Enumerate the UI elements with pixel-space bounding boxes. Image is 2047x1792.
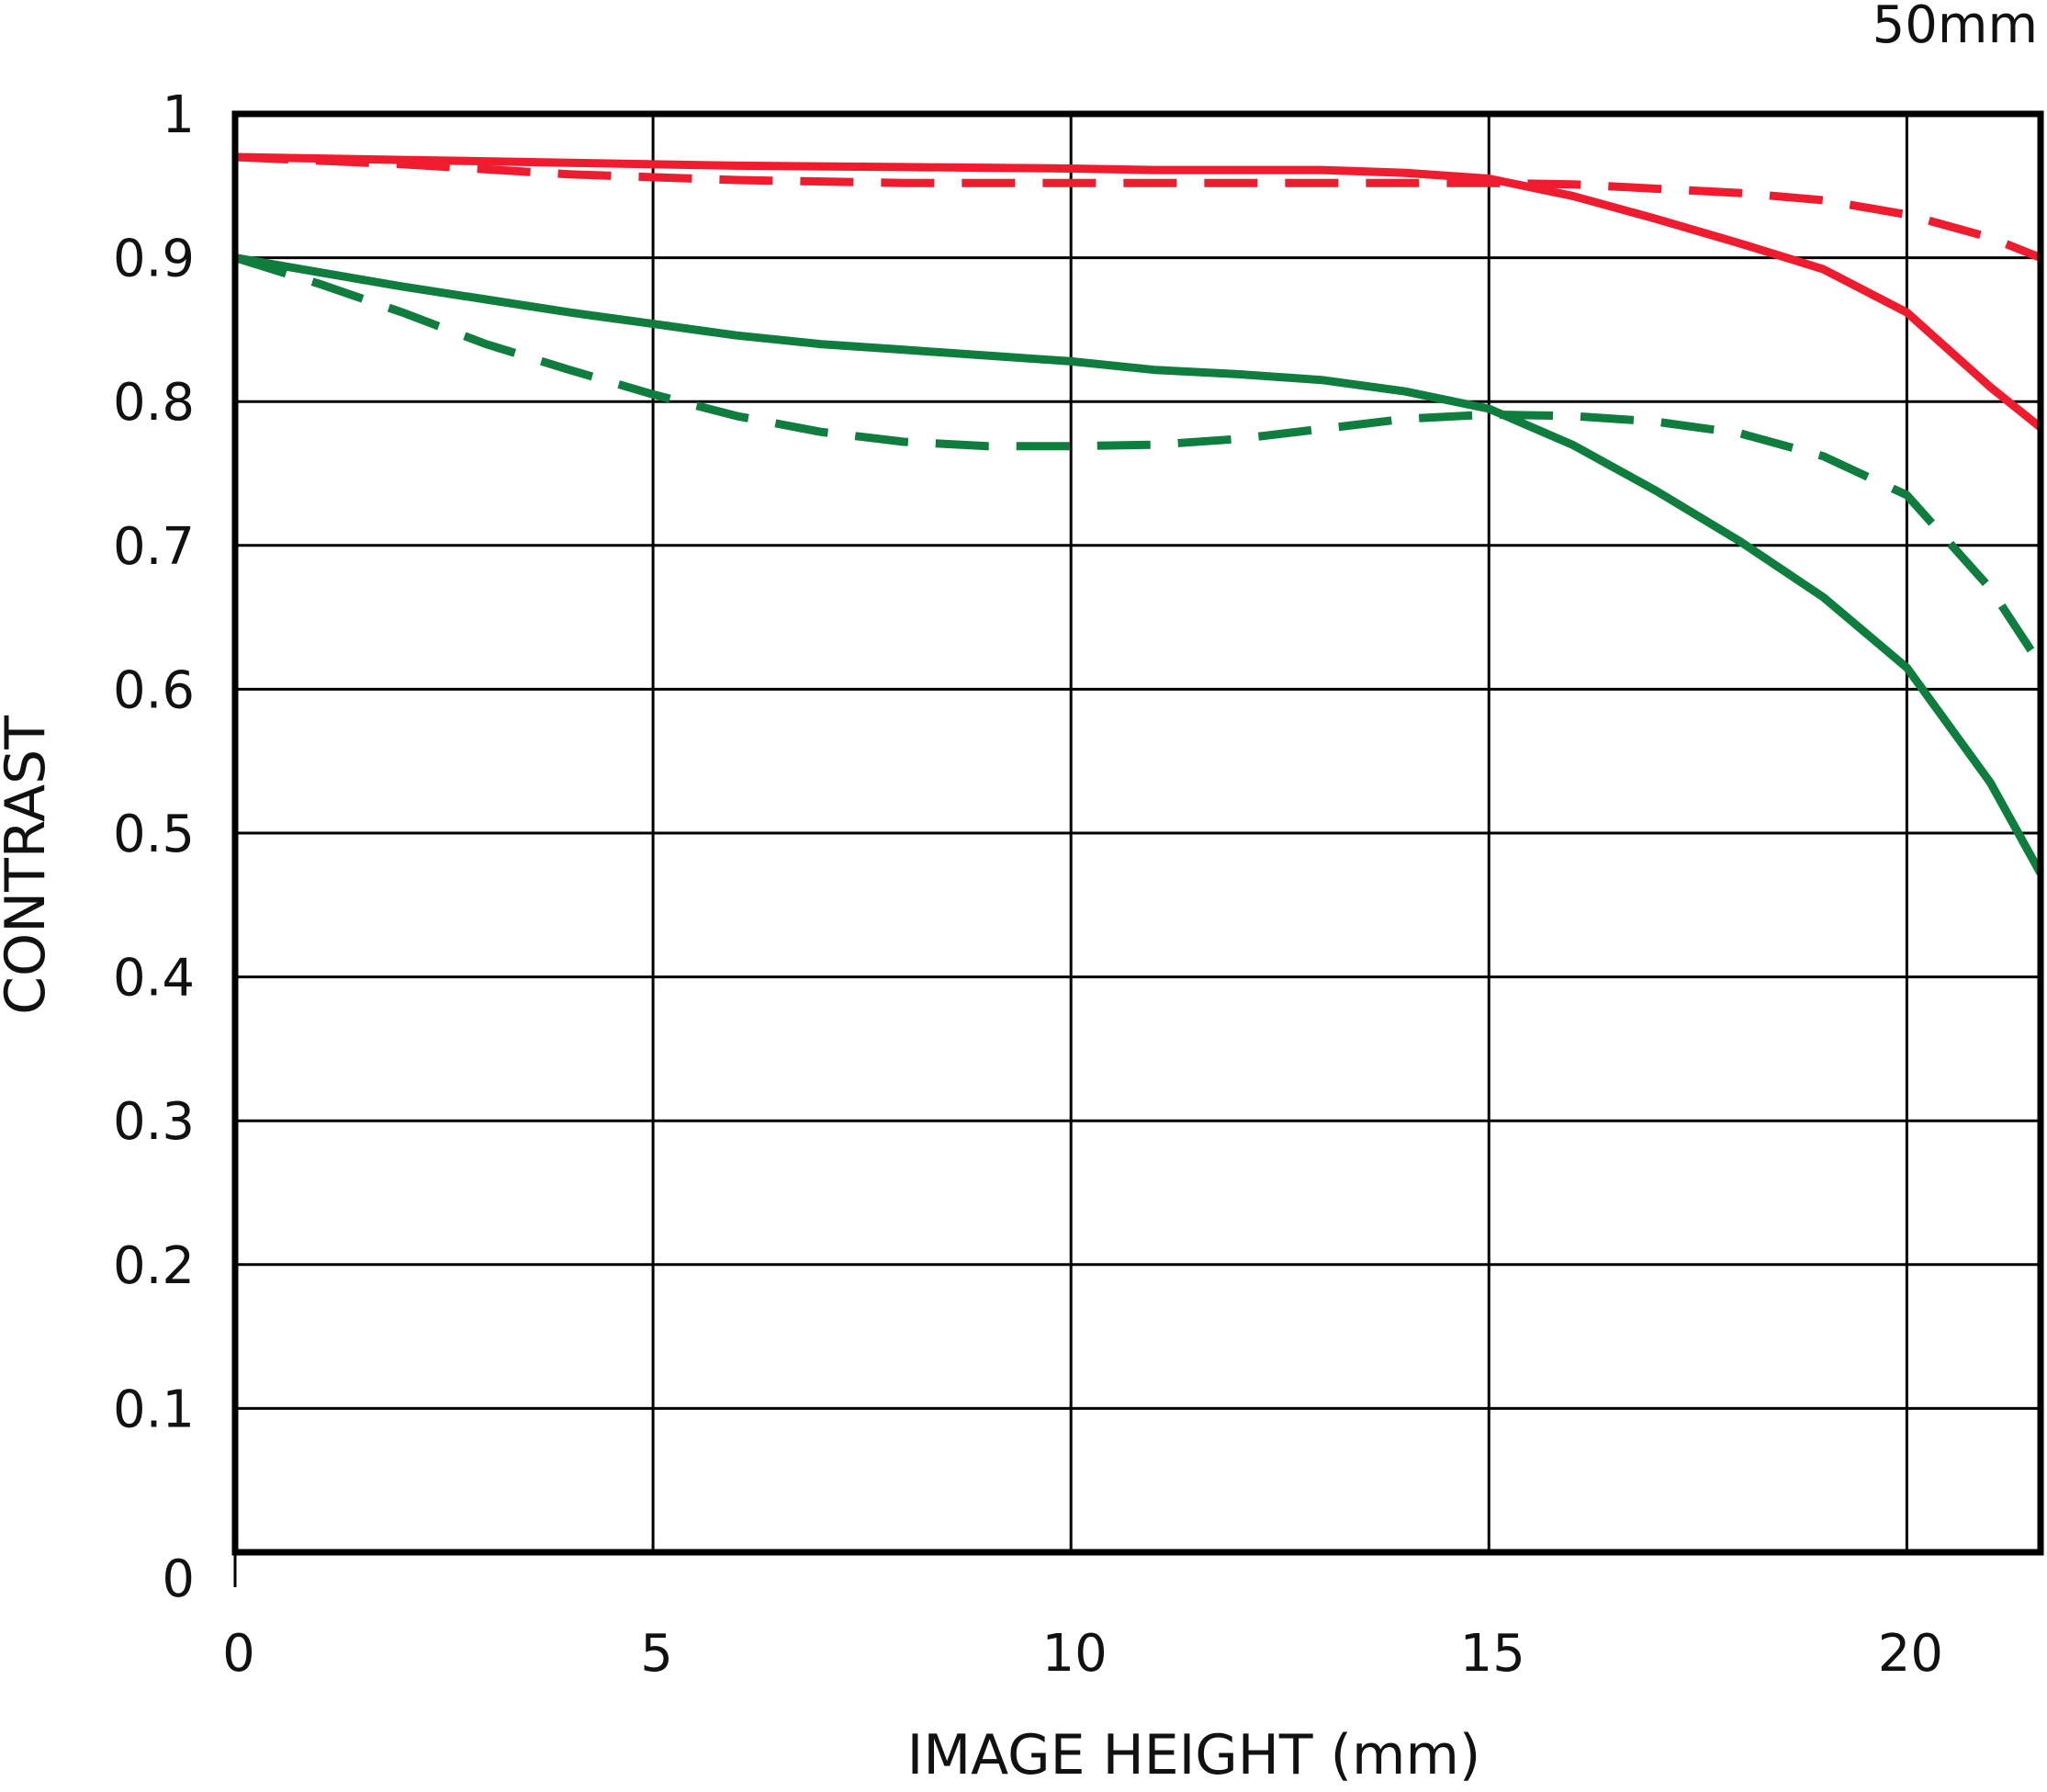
frame-layer: [231, 110, 2044, 1587]
series-line-2-dashed: [234, 152, 2042, 262]
x-tick-label: 0: [222, 1624, 255, 1684]
y-tick-label: 0.3: [113, 1092, 195, 1152]
x-tick-label: 20: [1878, 1624, 1943, 1684]
y-tick-label: 0.7: [113, 517, 195, 577]
grid-layer: [235, 114, 2041, 1552]
x-axis-title: IMAGE HEIGHT (mm): [907, 1723, 1481, 1787]
y-tick-label: 0.1: [113, 1380, 195, 1439]
series-line-4-dashed: [233, 254, 2044, 668]
series-layer: [233, 152, 2044, 875]
series-line-1-solid: [234, 152, 2043, 431]
y-tick-label: 0.6: [113, 660, 195, 720]
tick-layer: 00.10.20.30.40.50.60.70.80.910 5 10 15 20: [113, 85, 1943, 1684]
y-tick-label: 0.9: [113, 230, 195, 289]
x-tick-label: 15: [1460, 1624, 1525, 1684]
y-tick-label: 0.4: [113, 949, 195, 1009]
x-tick-label: 10: [1042, 1624, 1108, 1684]
plot-frame: [231, 110, 2044, 1556]
y-tick-label: 0.2: [113, 1236, 195, 1296]
y-tick-label: 0: [162, 1550, 195, 1609]
y-tick-label: 0.5: [113, 805, 195, 864]
y-tick-label: 1: [162, 85, 195, 145]
series-line-3-solid: [234, 254, 2044, 875]
x-tick-label: 5: [640, 1624, 673, 1684]
y-tick-label: 0.8: [113, 373, 195, 433]
y-axis-title: CONTRAST: [0, 716, 58, 1015]
focal-length-label: 50mm: [1873, 0, 2038, 55]
